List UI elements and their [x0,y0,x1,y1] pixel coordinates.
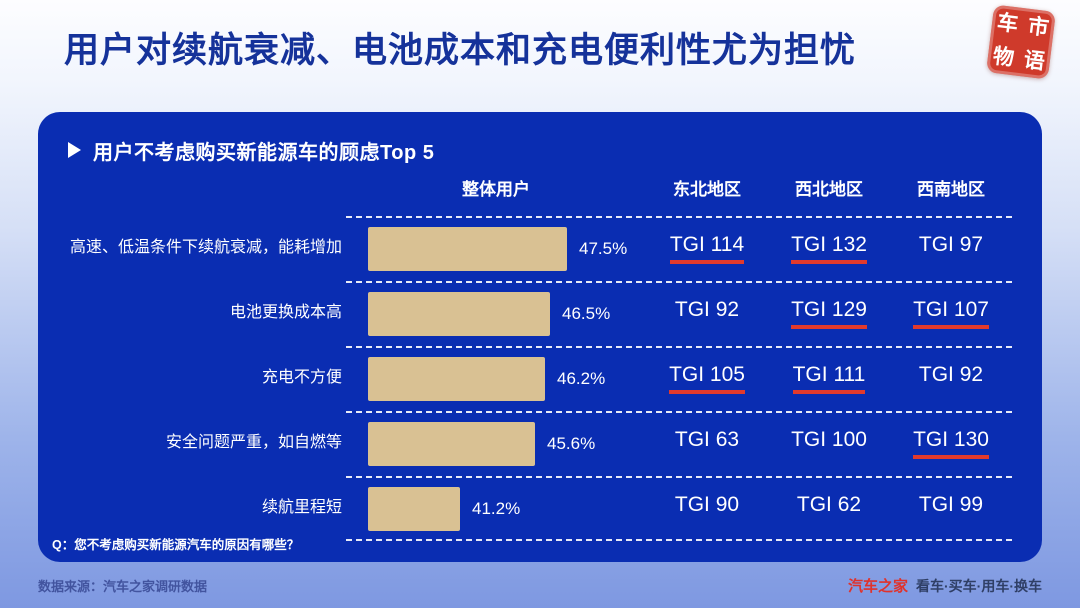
tgi-value: TGI 97 [918,233,984,256]
panel-subtitle: 用户不考虑购买新能源车的顾虑Top 5 [93,141,435,164]
tgi-value: TGI 100 [791,428,867,451]
question-note: Q：您不考虑购买新能源汽车的原因有哪些？ [52,538,300,552]
tgi-value: TGI 62 [796,493,862,516]
chart-row: 安全问题严重，如自燃等 45.6% TGI 63 TGI 100 TGI 130 [68,411,1012,476]
tgi-cell: TGI 129 [768,298,890,329]
bar [368,356,545,401]
tgi-value: TGI 92 [674,298,740,321]
chart-row: 高速、低温条件下续航衰减，能耗增加 47.5% TGI 114 TGI 132 TGI … [68,216,1012,281]
brand-line: 汽车之家 看车·买车·用车·换车 [848,575,1042,596]
bar-area: 45.6% [346,421,646,466]
column-header-southwest: 西南地区 [917,179,985,199]
tgi-value: TGI 90 [674,493,740,516]
seal-char: 物 [991,44,1016,70]
tgi-cell: TGI 100 [768,428,890,459]
bar-area: 47.5% [346,226,646,271]
tgi-value: TGI 92 [918,363,984,386]
bar [368,486,460,531]
chart-row: 续航里程短 41.2% TGI 90 TGI 62 TGI 99 [68,476,1012,541]
bar-area: 46.2% [346,356,646,401]
chart-column-headers: 整体用户 东北地区 西北地区 西南地区 [68,174,1012,200]
bar [368,291,550,336]
tgi-value: TGI 63 [674,428,740,451]
seal-char: 市 [1026,14,1051,40]
bar-value-label: 41.2% [472,498,521,518]
tgi-cell: TGI 105 [646,363,768,394]
bar-value-label: 46.2% [557,368,606,388]
bar [368,226,567,271]
tgi-value: TGI 129 [791,298,867,329]
tgi-cell: TGI 111 [768,363,890,394]
data-source: 数据来源：汽车之家调研数据 [38,579,208,594]
tgi-cell: TGI 92 [646,298,768,329]
tgi-value: TGI 105 [669,363,745,394]
arrow-right-icon [68,142,81,158]
tgi-cell: TGI 63 [646,428,768,459]
row-label: 续航里程短 [261,499,342,517]
brand-tagline: 看车·买车·用车·换车 [916,577,1042,594]
bar-area: 46.5% [346,291,646,336]
title-bar: 用户对续航衰减、电池成本和充电便利性尤为担忧 [64,22,950,73]
bar [368,421,535,466]
seal-char: 车 [995,10,1020,36]
tgi-value: TGI 107 [913,298,989,329]
page-title: 用户对续航衰减、电池成本和充电便利性尤为担忧 [64,31,857,70]
tgi-value: TGI 99 [918,493,984,516]
tgi-cell: TGI 132 [768,233,890,264]
chart-row: 电池更换成本高 46.5% TGI 92 TGI 129 TGI 107 [68,281,1012,346]
row-label: 安全问题严重，如自燃等 [165,434,342,452]
tgi-cell: TGI 99 [890,493,1012,524]
bar-value-label: 47.5% [579,238,628,258]
bar-value-label: 46.5% [562,303,611,323]
bar-value-label: 45.6% [547,433,596,453]
tgi-value: TGI 114 [669,233,745,264]
tgi-value: TGI 111 [792,363,866,394]
brand-name: 汽车之家 [847,578,908,595]
chart-rows: 高速、低温条件下续航衰减，能耗增加 47.5% TGI 114 TGI 132 TGI … [68,216,1012,541]
footer: 数据来源：汽车之家调研数据 汽车之家 看车·买车·用车·换车 [38,575,1042,596]
column-header-northwest: 西北地区 [795,179,863,199]
tgi-cell: TGI 90 [646,493,768,524]
tgi-cell: TGI 92 [890,363,1012,394]
column-header-northeast: 东北地区 [673,179,741,199]
panel-header: 用户不考虑购买新能源车的顾虑Top 5 [68,136,1012,164]
row-label: 电池更换成本高 [229,304,342,322]
row-label: 充电不方便 [261,369,342,387]
row-label: 高速、低温条件下续航衰减，能耗增加 [69,239,342,257]
tgi-cell: TGI 114 [646,233,768,264]
tgi-cell: TGI 97 [890,233,1012,264]
chart-panel: 用户不考虑购买新能源车的顾虑Top 5 整体用户 东北地区 西北地区 西南地区 … [38,112,1042,562]
bar-area: 41.2% [346,486,646,531]
tgi-cell: TGI 107 [890,298,1012,329]
chart-row: 充电不方便 46.2% TGI 105 TGI 111 TGI 92 [68,346,1012,411]
tgi-cell: TGI 130 [890,428,1012,459]
tgi-cell: TGI 62 [768,493,890,524]
seal-char: 语 [1022,48,1047,74]
brand-seal-icon: 车 市 物 语 [986,4,1056,80]
column-header-overall: 整体用户 [462,179,530,199]
tgi-value: TGI 130 [913,428,989,459]
tgi-value: TGI 132 [791,233,867,264]
